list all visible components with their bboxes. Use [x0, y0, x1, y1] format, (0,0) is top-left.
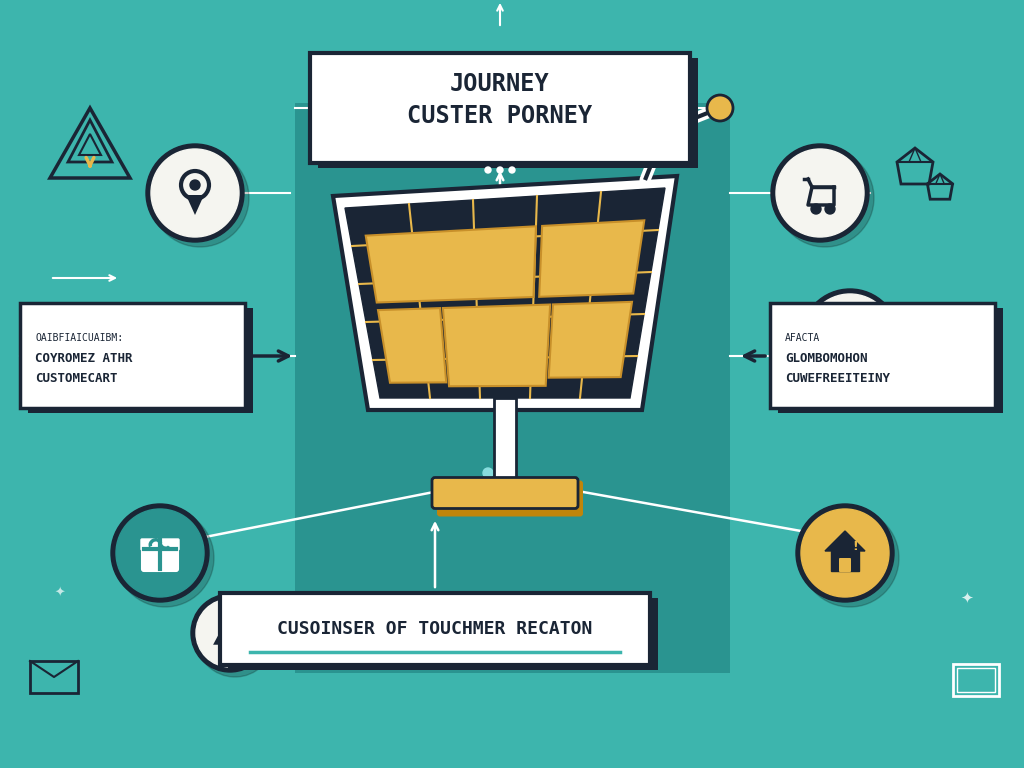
FancyBboxPatch shape [846, 333, 860, 351]
Polygon shape [353, 196, 673, 406]
Circle shape [151, 149, 249, 247]
Polygon shape [378, 308, 446, 382]
Text: CUWEFREEITEINY: CUWEFREEITEINY [785, 372, 890, 385]
FancyBboxPatch shape [839, 558, 851, 572]
Text: AFACTA: AFACTA [785, 333, 820, 343]
Polygon shape [366, 227, 536, 303]
Text: OAIBFIAICUAIBM:: OAIBFIAICUAIBM: [35, 333, 123, 343]
Circle shape [111, 504, 209, 602]
Polygon shape [825, 531, 865, 551]
Polygon shape [494, 398, 516, 483]
Polygon shape [549, 302, 632, 378]
Circle shape [509, 167, 515, 173]
Circle shape [146, 144, 244, 242]
Circle shape [497, 167, 503, 173]
Polygon shape [828, 326, 842, 354]
FancyBboxPatch shape [432, 478, 578, 508]
FancyBboxPatch shape [437, 481, 583, 517]
Text: CUSOINSER OF TOUCHMER RECATON: CUSOINSER OF TOUCHMER RECATON [278, 620, 593, 638]
Polygon shape [186, 195, 204, 215]
FancyBboxPatch shape [20, 303, 245, 408]
Text: GLOMBOMOHON: GLOMBOMOHON [785, 352, 867, 365]
Polygon shape [831, 551, 859, 571]
Text: ✦: ✦ [961, 591, 974, 605]
Circle shape [806, 294, 894, 382]
Circle shape [811, 204, 821, 214]
Circle shape [707, 95, 733, 121]
Circle shape [196, 599, 264, 667]
Circle shape [116, 509, 204, 597]
Text: CUSTOMECART: CUSTOMECART [35, 372, 118, 385]
Circle shape [801, 289, 899, 387]
Circle shape [825, 204, 835, 214]
Circle shape [796, 504, 894, 602]
Circle shape [500, 473, 510, 483]
Polygon shape [540, 220, 644, 296]
Text: ✦: ✦ [54, 587, 66, 600]
FancyBboxPatch shape [142, 547, 178, 571]
Circle shape [191, 594, 269, 672]
Polygon shape [345, 188, 665, 398]
Text: JOURNEY
CUSTER PORNEY: JOURNEY CUSTER PORNEY [408, 72, 593, 127]
FancyBboxPatch shape [220, 593, 650, 665]
Circle shape [776, 149, 864, 237]
Polygon shape [443, 305, 550, 386]
FancyBboxPatch shape [228, 598, 658, 670]
Circle shape [485, 167, 490, 173]
Polygon shape [333, 176, 677, 410]
FancyBboxPatch shape [778, 308, 1002, 413]
FancyBboxPatch shape [141, 539, 179, 550]
Circle shape [196, 599, 274, 677]
Circle shape [151, 149, 239, 237]
Text: !: ! [852, 541, 858, 554]
FancyBboxPatch shape [842, 326, 864, 356]
Text: COYROMEZ ATHR: COYROMEZ ATHR [35, 352, 132, 365]
Circle shape [190, 180, 200, 190]
FancyBboxPatch shape [770, 303, 995, 408]
Circle shape [116, 509, 214, 607]
FancyBboxPatch shape [318, 58, 698, 168]
FancyBboxPatch shape [28, 308, 253, 413]
FancyBboxPatch shape [295, 103, 730, 673]
Circle shape [771, 144, 869, 242]
Circle shape [806, 294, 904, 392]
FancyBboxPatch shape [310, 53, 690, 163]
Circle shape [776, 149, 874, 247]
Circle shape [483, 468, 493, 478]
Circle shape [801, 509, 899, 607]
Circle shape [801, 509, 889, 597]
